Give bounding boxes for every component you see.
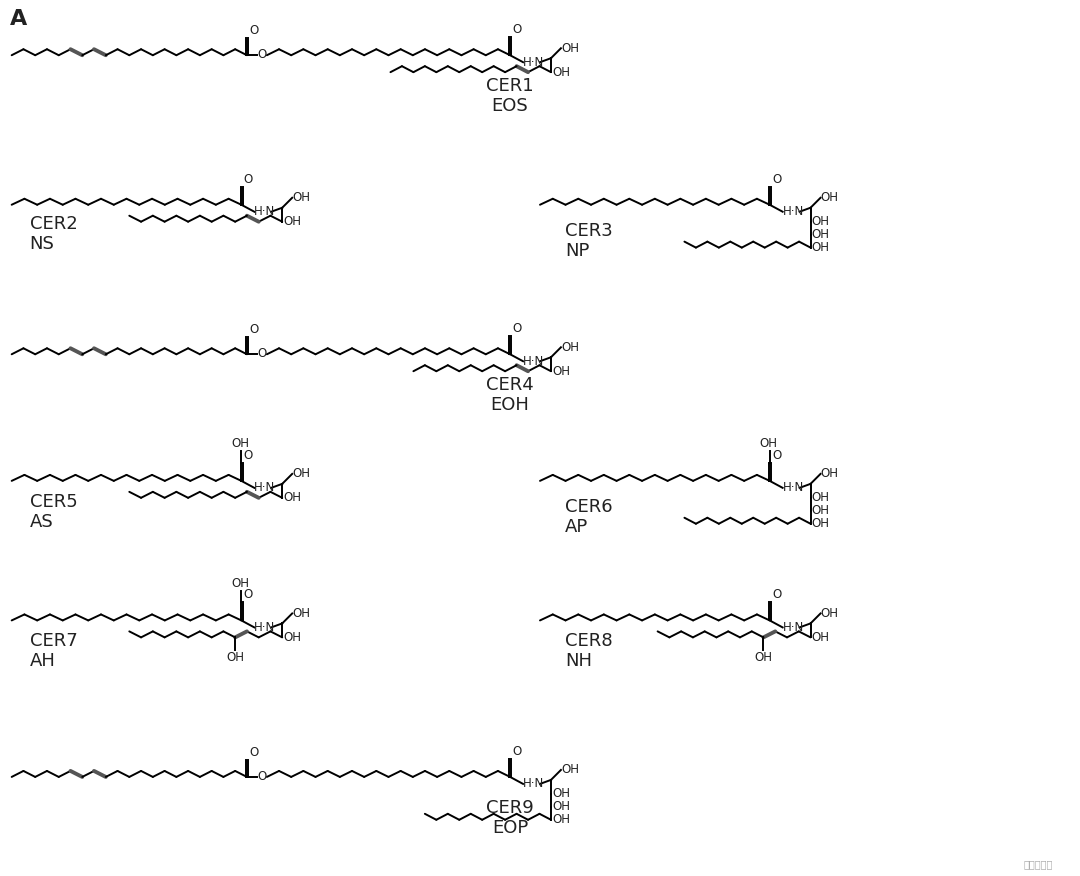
Text: A: A (10, 10, 27, 30)
Text: OH: OH (561, 341, 579, 354)
Text: OH: OH (293, 607, 310, 620)
Text: CER4: CER4 (486, 376, 534, 394)
Text: EOS: EOS (491, 97, 528, 115)
Text: OH: OH (226, 652, 244, 664)
Text: OH: OH (811, 517, 829, 530)
Text: H·N: H·N (783, 205, 804, 218)
Text: OH: OH (552, 66, 570, 79)
Text: OH: OH (821, 191, 838, 204)
Text: H·N: H·N (783, 621, 804, 634)
Text: O: O (513, 322, 522, 336)
Text: OH: OH (811, 228, 829, 241)
Text: NH: NH (565, 653, 592, 670)
Text: OH: OH (561, 764, 579, 776)
Text: OH: OH (283, 215, 301, 228)
Text: O: O (249, 323, 259, 336)
Text: O: O (257, 770, 266, 783)
Text: OH: OH (811, 505, 829, 517)
Text: OH: OH (231, 576, 249, 590)
Text: CER5: CER5 (29, 493, 78, 511)
Text: OH: OH (293, 468, 310, 480)
Text: O: O (244, 449, 253, 462)
Text: AP: AP (565, 518, 589, 536)
Text: O: O (249, 25, 259, 38)
Text: OH: OH (561, 42, 579, 54)
Text: OH: OH (811, 491, 829, 505)
Text: OH: OH (552, 813, 570, 826)
Text: OH: OH (552, 364, 570, 378)
Text: NP: NP (565, 242, 590, 259)
Text: O: O (772, 589, 782, 602)
Text: O: O (257, 48, 266, 61)
Text: H·N: H·N (523, 355, 544, 368)
Text: OH: OH (811, 241, 829, 254)
Text: H·N: H·N (523, 777, 544, 790)
Text: O: O (513, 24, 522, 36)
Text: O: O (513, 745, 522, 758)
Text: CER7: CER7 (29, 632, 78, 650)
Text: OH: OH (231, 437, 249, 450)
Text: OH: OH (759, 437, 778, 450)
Text: O: O (772, 449, 782, 462)
Text: OH: OH (811, 631, 829, 644)
Text: AS: AS (29, 512, 53, 531)
Text: EOP: EOP (492, 819, 528, 837)
Text: CER6: CER6 (565, 498, 612, 516)
Text: OH: OH (293, 191, 310, 204)
Text: H·N: H·N (783, 481, 804, 494)
Text: O: O (257, 347, 266, 360)
Text: CER8: CER8 (565, 632, 612, 650)
Text: O: O (249, 746, 259, 759)
Text: CER1: CER1 (486, 77, 534, 95)
Text: OH: OH (755, 652, 772, 664)
Text: 什么值得买: 什么值得买 (1024, 859, 1053, 870)
Text: CER3: CER3 (565, 222, 612, 240)
Text: H·N: H·N (254, 205, 275, 218)
Text: O: O (244, 589, 253, 602)
Text: OH: OH (821, 468, 838, 480)
Text: NS: NS (29, 235, 54, 252)
Text: O: O (772, 173, 782, 186)
Text: O: O (244, 173, 253, 186)
Text: OH: OH (552, 788, 570, 801)
Text: H·N: H·N (254, 481, 275, 494)
Text: EOH: EOH (490, 396, 529, 414)
Text: H·N: H·N (254, 621, 275, 634)
Text: OH: OH (283, 631, 301, 644)
Text: AH: AH (29, 653, 55, 670)
Text: OH: OH (283, 491, 301, 505)
Text: OH: OH (552, 801, 570, 813)
Text: H·N: H·N (523, 56, 544, 68)
Text: OH: OH (821, 607, 838, 620)
Text: CER9: CER9 (486, 799, 534, 816)
Text: OH: OH (811, 215, 829, 228)
Text: CER2: CER2 (29, 215, 78, 233)
